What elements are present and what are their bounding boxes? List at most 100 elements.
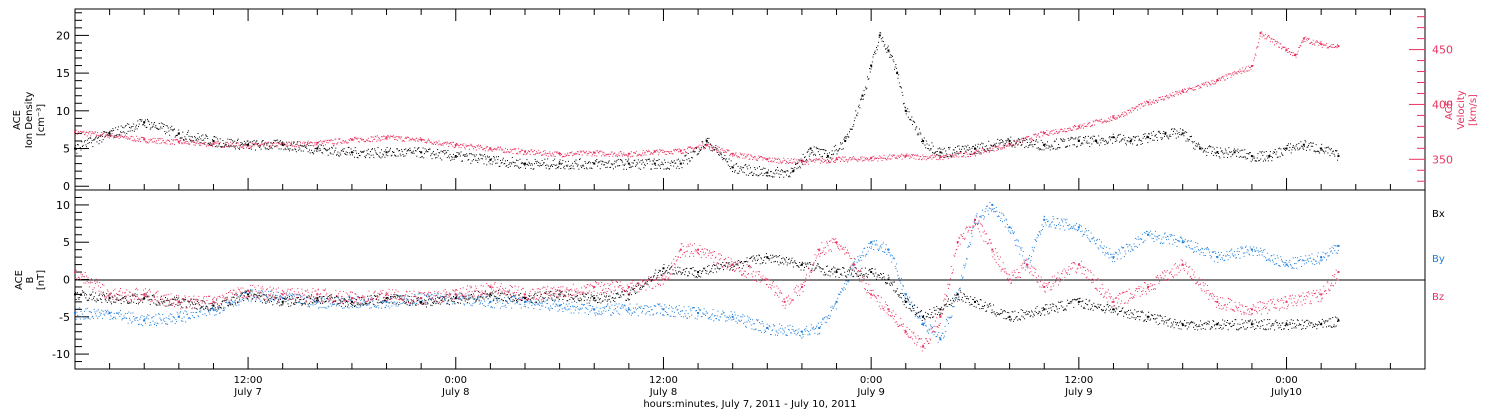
data-dot-ion-density [630,166,632,168]
data-dot-ion-density [223,142,225,144]
data-dot-by [710,318,712,320]
data-dot-velocity [902,154,904,156]
data-dot-ion-density [255,149,256,151]
data-dot-by [257,297,259,299]
data-dot-velocity [429,141,431,143]
data-dot-by [606,304,608,306]
data-dot-by [167,323,169,325]
data-dot-velocity [538,149,540,151]
data-dot-velocity [1274,40,1276,42]
data-dot-by [662,314,664,316]
data-dot-by [646,312,648,314]
data-dot-velocity [1053,129,1055,131]
data-dot-velocity [725,151,727,153]
data-dot-ion-density [1256,160,1258,162]
data-dot-by [453,302,455,304]
data-dot-by [639,307,641,309]
data-dot-ion-density [1335,150,1336,152]
data-dot-by [669,315,671,317]
data-dot-by [273,292,274,294]
data-dot-velocity [536,152,538,154]
data-dot-ion-density [1316,150,1318,152]
data-dot-ion-density [133,130,135,132]
data-point-ion-density [870,64,873,67]
data-dot-ion-density [977,146,979,148]
data-dot-ion-density [519,158,521,160]
data-dot-ion-density [545,167,547,169]
data-dot-ion-density [99,135,101,137]
data-dot-velocity [939,157,940,159]
data-dot-ion-density [934,152,936,154]
data-dot-by [686,317,688,319]
data-dot-velocity [759,156,761,158]
data-dot-by [754,328,756,330]
data-dot-ion-density [462,154,464,156]
data-dot-by [204,313,206,315]
data-dot-ion-density [536,162,538,164]
data-dot-velocity [1034,133,1036,135]
data-dot-by [709,316,711,318]
data-dot-ion-density [1170,129,1172,131]
data-dot-velocity [511,148,513,150]
data-dot-ion-density [865,88,867,90]
data-dot-velocity [1335,46,1336,48]
data-dot-ion-density [153,121,155,123]
data-dot-ion-density [333,151,335,153]
data-dot-ion-density [1125,144,1127,146]
data-dot-ion-density [1314,150,1316,152]
data-dot-ion-density [91,140,93,142]
data-dot-velocity [399,136,400,138]
x-tick-time-label: 0:00 [1275,375,1297,386]
data-dot-by [484,306,486,308]
data-dot-ion-density [693,151,695,153]
data-dot-ion-density [1014,146,1016,148]
data-dot-by [534,304,536,306]
data-dot-velocity [288,141,290,143]
data-dot-by [526,301,528,303]
data-dot-ion-density [1049,149,1051,151]
data-dot-by [262,292,264,294]
data-dot-velocity [723,150,725,152]
data-dot-by [684,315,686,317]
data-dot-velocity [529,151,531,153]
data-dot-velocity [1085,126,1087,128]
data-dot-by [414,293,416,295]
data-dot-ion-density [661,161,663,163]
data-dot-velocity [556,152,558,154]
data-dot-velocity [261,143,263,145]
data-dot-velocity [473,146,475,148]
data-dot-ion-density [1101,137,1103,139]
data-dot-by [237,302,238,304]
data-dot-velocity [1099,119,1101,121]
data-dot-velocity [1304,41,1306,43]
data-dot-ion-density [1152,131,1154,133]
data-dot-by [576,302,578,304]
data-dot-by [207,310,209,312]
data-dot-by [626,310,628,312]
data-dot-by [314,303,316,305]
data-dot-velocity [163,142,165,144]
data-dot-velocity [311,141,313,143]
data-dot-ion-density [375,152,377,154]
data-dot-ion-density [84,140,86,142]
data-dot-by [311,295,313,297]
data-dot-ion-density [292,149,294,151]
data-dot-by [282,297,284,299]
data-dot-ion-density [645,159,647,161]
data-dot-ion-density [291,143,292,145]
data-dot-ion-density [510,162,512,164]
data-dot-velocity [525,150,526,152]
data-dot-velocity [866,157,868,159]
data-dot-ion-density [1192,142,1194,144]
data-dot-by [345,299,347,301]
data-dot-velocity [988,149,990,151]
data-dot-by [339,302,341,304]
data-dot-ion-density [758,175,760,177]
data-dot-velocity [363,140,365,142]
data-dot-velocity [378,137,380,139]
data-dot-ion-density [590,162,592,164]
data-dot-velocity [555,151,557,153]
data-dot-velocity [549,151,551,153]
data-dot-by [594,312,596,314]
data-dot-velocity [505,151,507,153]
